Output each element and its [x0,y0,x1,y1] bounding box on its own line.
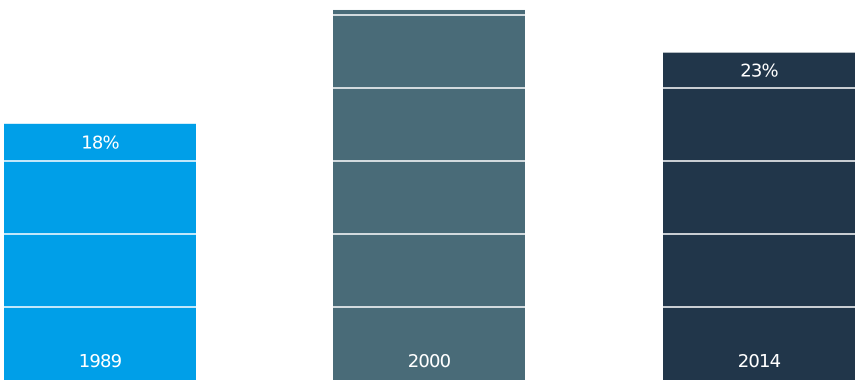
bar-value-label: 23% [740,60,778,81]
bar-category-label: 2014 [738,351,781,372]
bar-2014 [663,53,855,380]
bar-value-label: 18% [81,132,119,153]
bar-group-1989: 18% 1989 [4,124,196,380]
bar-group-2000: 26% 2000 [333,0,525,380]
bar-category-label: 2000 [408,351,451,372]
bar-2000 [333,10,525,380]
bar-category-label: 1989 [79,351,122,372]
bar-1989 [4,124,196,380]
bar-value-label: 26% [410,0,448,14]
bar-group-2014: 23% 2014 [663,53,855,380]
